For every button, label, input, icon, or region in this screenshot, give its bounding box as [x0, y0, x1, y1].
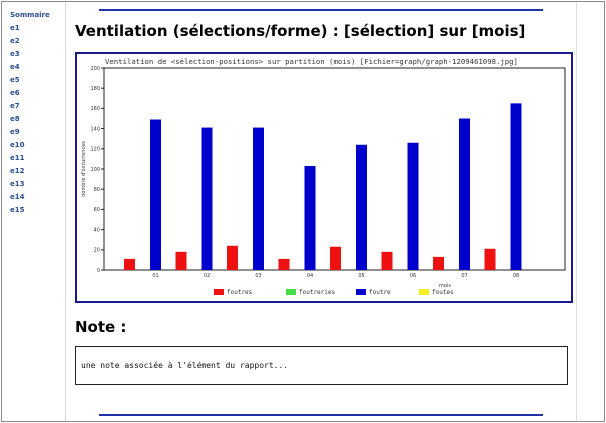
sidebar-item-sommaire[interactable]: Sommaire	[10, 11, 50, 19]
legend-label-foutreries: foutreries	[299, 289, 336, 296]
legend-swatch-foutres	[214, 289, 224, 295]
sidebar-item-e3[interactable]: e3	[10, 50, 20, 58]
bar-foutres-02	[175, 251, 187, 270]
x-tick-label: 08	[513, 273, 519, 279]
x-tick-label: 03	[255, 273, 261, 279]
y-tick-label: 160	[90, 106, 100, 112]
x-tick-label: 06	[410, 273, 416, 279]
y-tick-label: 80	[94, 187, 100, 193]
sidebar-item-e11[interactable]: e11	[10, 154, 25, 162]
x-tick-label: 04	[307, 273, 313, 279]
x-axis-label: mois	[439, 283, 451, 289]
bar-foutre-08	[510, 103, 522, 270]
y-tick-label: 20	[94, 248, 100, 254]
y-tick-label: 140	[90, 126, 100, 132]
sidebar: Sommaire e1 e2 e3 e4 e5 e6 e7 e8 e9 e10 …	[2, 2, 66, 421]
sidebar-item-e7[interactable]: e7	[10, 102, 20, 110]
legend-swatch-foutre	[356, 289, 366, 295]
bottom-divider	[99, 414, 543, 416]
note-box: une note associée à l'élément du rapport…	[75, 346, 568, 385]
y-tick-label: 200	[90, 66, 100, 72]
sidebar-item-e4[interactable]: e4	[10, 63, 20, 71]
bar-chart: Ventilation de <sélection-positions> sur…	[81, 57, 566, 296]
x-tick-label: 07	[461, 273, 467, 279]
bar-foutres-01	[124, 258, 135, 270]
bar-foutres-07	[433, 256, 444, 270]
sidebar-item-e14[interactable]: e14	[10, 193, 25, 201]
chart-container: Ventilation de <sélection-positions> sur…	[75, 52, 573, 303]
bar-foutre-07	[459, 118, 470, 270]
y-axis-label: nombre d'occurrences	[81, 141, 87, 197]
y-tick-label: 120	[90, 147, 100, 153]
bar-foutre-01	[150, 119, 161, 270]
sidebar-item-e8[interactable]: e8	[10, 115, 20, 123]
legend-label-foutes: foutes	[432, 289, 454, 296]
sidebar-item-e9[interactable]: e9	[10, 128, 20, 136]
note-heading: Note :	[75, 318, 127, 336]
sidebar-item-e12[interactable]: e12	[10, 167, 25, 175]
legend-label-foutres: foutres	[227, 289, 253, 296]
bar-foutres-04	[278, 258, 290, 270]
sidebar-item-e1[interactable]: e1	[10, 24, 20, 32]
section-title: Ventilation (sélections/forme) : [sélect…	[75, 22, 526, 40]
bar-foutres-05	[330, 246, 341, 270]
y-tick-label: 0	[97, 268, 100, 274]
x-tick-label: 01	[152, 273, 158, 279]
bar-foutre-02	[201, 127, 213, 270]
legend-label-foutre: foutre	[369, 289, 391, 296]
sidebar-item-e5[interactable]: e5	[10, 76, 20, 84]
sidebar-item-e15[interactable]: e15	[10, 206, 25, 214]
bar-foutre-06	[407, 142, 419, 270]
sidebar-item-e6[interactable]: e6	[10, 89, 20, 97]
x-tick-label: 05	[358, 273, 364, 279]
chart-title: Ventilation de <sélection-positions> sur…	[105, 57, 518, 66]
y-tick-label: 60	[94, 207, 100, 213]
sidebar-item-e2[interactable]: e2	[10, 37, 20, 45]
legend-swatch-foutes	[419, 289, 429, 295]
content-right-border	[576, 2, 577, 421]
bar-foutres-08	[484, 248, 496, 270]
sidebar-item-e13[interactable]: e13	[10, 180, 25, 188]
y-tick-label: 100	[90, 167, 100, 173]
note-text: une note associée à l'élément du rapport…	[81, 361, 289, 370]
y-tick-label: 40	[94, 227, 100, 233]
bar-foutres-03	[227, 245, 238, 270]
bar-foutre-03	[253, 127, 264, 270]
y-tick-label: 180	[90, 86, 100, 92]
sidebar-item-e10[interactable]: e10	[10, 141, 25, 149]
bar-foutre-04	[304, 165, 316, 270]
plot-frame	[103, 67, 566, 271]
x-tick-label: 02	[204, 273, 210, 279]
legend-swatch-foutreries	[286, 289, 296, 295]
bar-foutres-06	[381, 251, 393, 270]
bar-foutre-05	[356, 144, 367, 270]
top-divider	[99, 9, 543, 11]
